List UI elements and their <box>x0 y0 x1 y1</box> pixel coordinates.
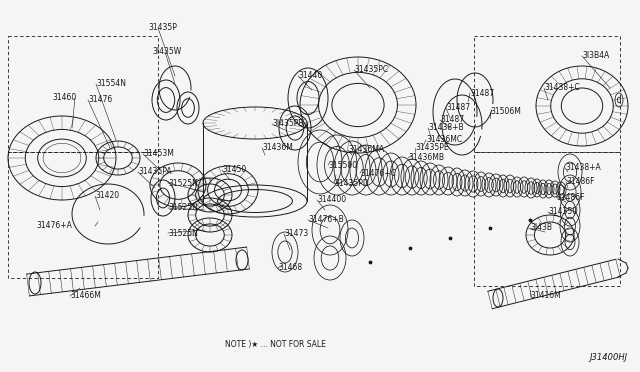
Text: 31554N: 31554N <box>96 80 126 89</box>
Text: 315500: 315500 <box>328 160 357 170</box>
Text: 31435U: 31435U <box>548 208 578 217</box>
Text: 314400: 314400 <box>317 196 346 205</box>
Text: 3l43B: 3l43B <box>530 224 552 232</box>
Text: 31440: 31440 <box>298 71 323 80</box>
Text: 31436MC: 31436MC <box>426 135 462 144</box>
Text: 3l435W: 3l435W <box>152 48 181 57</box>
Text: 31487: 31487 <box>446 103 470 112</box>
Text: 31420: 31420 <box>95 192 119 201</box>
Text: 31487: 31487 <box>440 115 464 125</box>
Text: 31436M: 31436M <box>262 144 293 153</box>
Text: 31460: 31460 <box>52 93 76 103</box>
Text: 31466M: 31466M <box>70 292 101 301</box>
Text: 31453M: 31453M <box>143 150 174 158</box>
Text: 31525N: 31525N <box>168 179 198 187</box>
Text: 31486F: 31486F <box>566 177 595 186</box>
Text: 31435PA: 31435PA <box>138 167 172 176</box>
Text: 31450: 31450 <box>222 166 246 174</box>
Text: 31435P: 31435P <box>148 23 177 32</box>
Text: 31435PE: 31435PE <box>415 144 449 153</box>
Text: 31476: 31476 <box>88 96 112 105</box>
Text: 3l435PB: 3l435PB <box>272 119 303 128</box>
Text: NOTE )★ ... NOT FOR SALE: NOTE )★ ... NOT FOR SALE <box>225 340 326 350</box>
Text: 31468: 31468 <box>278 263 302 273</box>
Text: 31435PC: 31435PC <box>354 65 388 74</box>
Text: 31487: 31487 <box>470 89 494 97</box>
Text: 31476+C: 31476+C <box>360 169 396 177</box>
Text: 31436MA: 31436MA <box>348 145 384 154</box>
Text: 31525N: 31525N <box>168 203 198 212</box>
Text: 31486F: 31486F <box>556 192 584 202</box>
Text: 31416M: 31416M <box>530 292 561 301</box>
Text: J31400HJ: J31400HJ <box>590 353 628 362</box>
Text: 31438+C: 31438+C <box>544 83 580 93</box>
Text: 31476+A: 31476+A <box>36 221 72 231</box>
Text: 31525N: 31525N <box>168 228 198 237</box>
Text: 31506M: 31506M <box>490 108 521 116</box>
Text: 31436MB: 31436MB <box>408 154 444 163</box>
Text: 31438+A: 31438+A <box>565 164 601 173</box>
Text: 3l3B4A: 3l3B4A <box>582 51 609 61</box>
Text: 31435PD: 31435PD <box>334 179 369 187</box>
Text: 31476+B: 31476+B <box>308 215 344 224</box>
Text: 31438+B: 31438+B <box>428 124 463 132</box>
Text: 31473: 31473 <box>284 230 308 238</box>
